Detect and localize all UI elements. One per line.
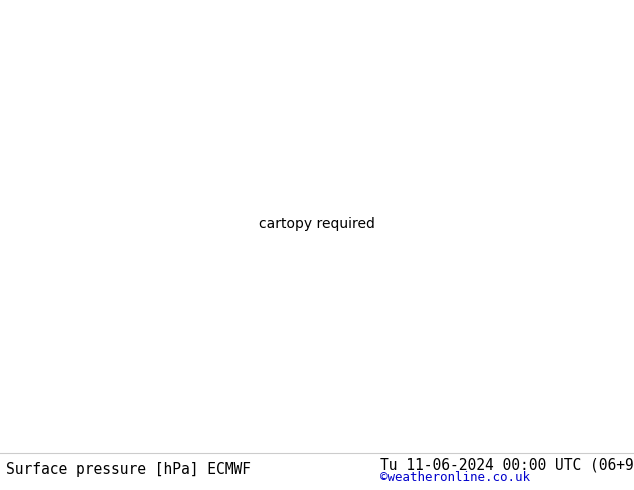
Text: cartopy required: cartopy required [259, 217, 375, 231]
Text: Tu 11-06-2024 00:00 UTC (06+90): Tu 11-06-2024 00:00 UTC (06+90) [380, 457, 634, 472]
Text: Surface pressure [hPa] ECMWF: Surface pressure [hPa] ECMWF [6, 462, 251, 476]
Text: ©weatheronline.co.uk: ©weatheronline.co.uk [380, 471, 531, 484]
